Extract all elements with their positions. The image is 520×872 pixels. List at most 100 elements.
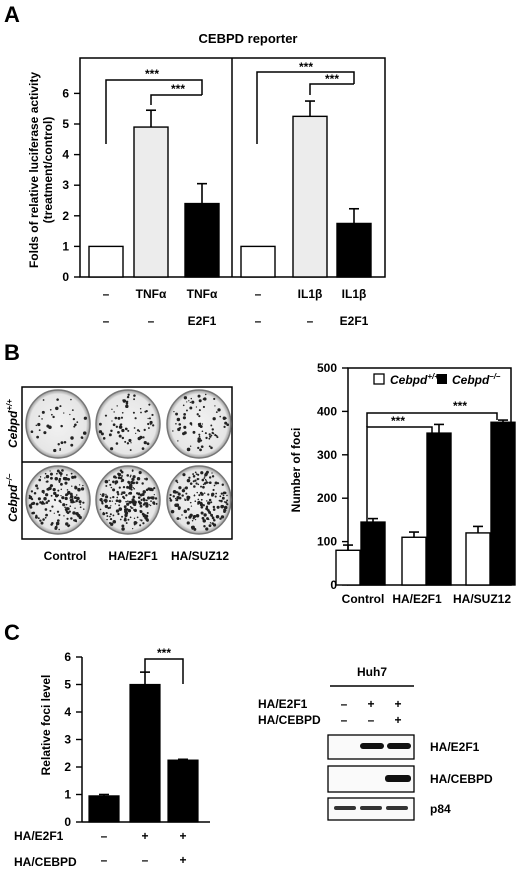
- colony-dot: [153, 503, 156, 505]
- colony-dot: [218, 499, 221, 502]
- y-tick-label: 6: [62, 86, 69, 100]
- colony-dot: [220, 499, 223, 503]
- colony-dot: [198, 435, 201, 438]
- blot-lane-mark: +: [394, 697, 401, 711]
- legend-label: Cebpd: [390, 373, 428, 387]
- colony-dot: [60, 501, 62, 504]
- colony-dot: [199, 491, 203, 495]
- colony-dot: [186, 447, 191, 452]
- colony-dot: [185, 409, 188, 412]
- bar: [335, 549, 361, 586]
- colony-dot: [140, 411, 142, 414]
- colony-dot: [129, 483, 133, 488]
- condition-mark: –: [142, 853, 149, 867]
- panel-a-title: CEBPD reporter: [199, 31, 298, 46]
- colony-dot: [63, 515, 65, 517]
- colony-dot: [110, 505, 112, 507]
- colony-dot: [108, 500, 111, 503]
- colony-dot: [148, 403, 151, 406]
- colony-dot: [112, 423, 116, 427]
- colony-dot: [204, 472, 208, 476]
- colony-dot: [64, 506, 66, 509]
- colony-dot: [204, 393, 207, 396]
- colony-dot: [122, 485, 126, 489]
- colony-dot: [121, 411, 124, 414]
- legend-superscript: +/+: [427, 372, 439, 381]
- plate-col-label: HA/E2F1: [108, 549, 158, 563]
- colony-dot: [107, 507, 110, 510]
- colony-dot: [188, 400, 190, 402]
- colony-plate-image-panel: [21, 386, 233, 540]
- colony-dot: [35, 484, 38, 488]
- colony-dot: [169, 499, 173, 502]
- colony-dot: [203, 477, 205, 480]
- colony-dot: [209, 435, 212, 438]
- colony-dot: [133, 398, 136, 401]
- colony-dot: [221, 496, 225, 500]
- colony-dot: [73, 475, 77, 479]
- colony-dot: [113, 475, 117, 479]
- colony-dot: [65, 510, 69, 513]
- colony-dot: [192, 430, 196, 434]
- colony-dot: [142, 490, 146, 494]
- colony-dot: [211, 522, 215, 525]
- colony-dot: [150, 421, 153, 424]
- colony-dot: [212, 417, 216, 421]
- colony-dot: [55, 406, 59, 411]
- colony-dot: [124, 440, 127, 443]
- colony-dot: [71, 475, 75, 479]
- colony-dot: [127, 393, 130, 396]
- colony-dot: [128, 492, 131, 495]
- blot-lane-mark: +: [367, 697, 374, 711]
- panel-a-condition-row1: – TNFα TNFα – IL1β IL1β: [103, 287, 367, 301]
- colony-dot: [176, 495, 180, 500]
- colony-dot: [44, 477, 46, 479]
- colony-dot: [209, 522, 212, 524]
- colony-dot: [121, 428, 125, 433]
- colony-dot: [183, 413, 186, 416]
- colony-dot: [54, 494, 59, 498]
- colony-dot: [223, 425, 226, 428]
- colony-dot: [52, 487, 56, 492]
- colony-dot: [70, 443, 74, 447]
- colony-dot: [59, 448, 62, 450]
- colony-dot: [145, 499, 148, 502]
- colony-dot: [220, 492, 223, 495]
- colony-dot: [125, 400, 129, 404]
- colony-dot: [37, 517, 40, 520]
- colony-dot: [194, 479, 197, 482]
- colony-dot: [65, 493, 69, 497]
- colony-dot: [58, 528, 60, 531]
- colony-dot: [182, 473, 186, 477]
- colony-dot: [49, 408, 52, 411]
- colony-dot: [201, 430, 204, 433]
- colony-dot: [186, 478, 191, 483]
- colony-dot: [200, 505, 204, 509]
- colony-dot: [39, 519, 42, 522]
- colony-dot: [49, 470, 51, 472]
- colony-dot: [185, 492, 188, 495]
- colony-dot: [58, 477, 62, 481]
- colony-dot: [177, 506, 181, 510]
- colony-dot: [33, 491, 37, 495]
- colony-dot: [75, 494, 78, 496]
- colony-dot: [192, 475, 196, 478]
- colony-dot: [153, 494, 155, 496]
- bar: [88, 245, 124, 278]
- colony-dot: [38, 478, 42, 482]
- colony-dot: [127, 518, 130, 521]
- colony-dot: [60, 482, 63, 486]
- colony-dot: [45, 501, 49, 504]
- colony-dot: [127, 429, 130, 432]
- colony-dot: [64, 481, 68, 485]
- colony-dot: [201, 516, 205, 520]
- colony-dot: [67, 490, 71, 495]
- colony-dot: [118, 507, 123, 511]
- colony-dot: [104, 504, 109, 509]
- colony-dot: [201, 478, 205, 482]
- colony-dot: [49, 509, 52, 512]
- colony-dot: [151, 496, 155, 500]
- panel-b-category: Control: [342, 592, 385, 606]
- panel-a-letter: A: [4, 2, 20, 27]
